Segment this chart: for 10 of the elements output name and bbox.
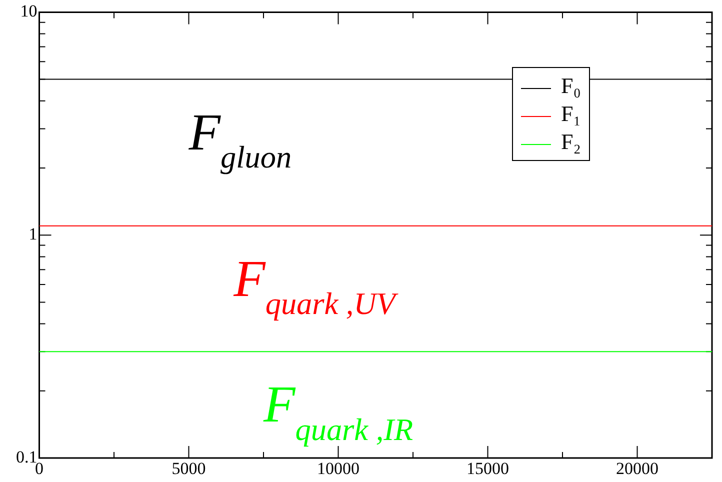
legend-label: F₀ — [561, 73, 581, 98]
x-tick-label: 5000 — [172, 458, 206, 478]
legend-label: F₂ — [561, 129, 581, 154]
x-tick-label: 0 — [35, 458, 44, 478]
y-tick-label: 1 — [28, 224, 38, 244]
x-tick-label: 10000 — [317, 458, 360, 478]
y-tick-label: 10 — [20, 2, 38, 21]
legend-label: F₁ — [561, 101, 581, 126]
x-tick-label: 15000 — [466, 458, 509, 478]
x-tick-label: 20000 — [616, 458, 658, 478]
